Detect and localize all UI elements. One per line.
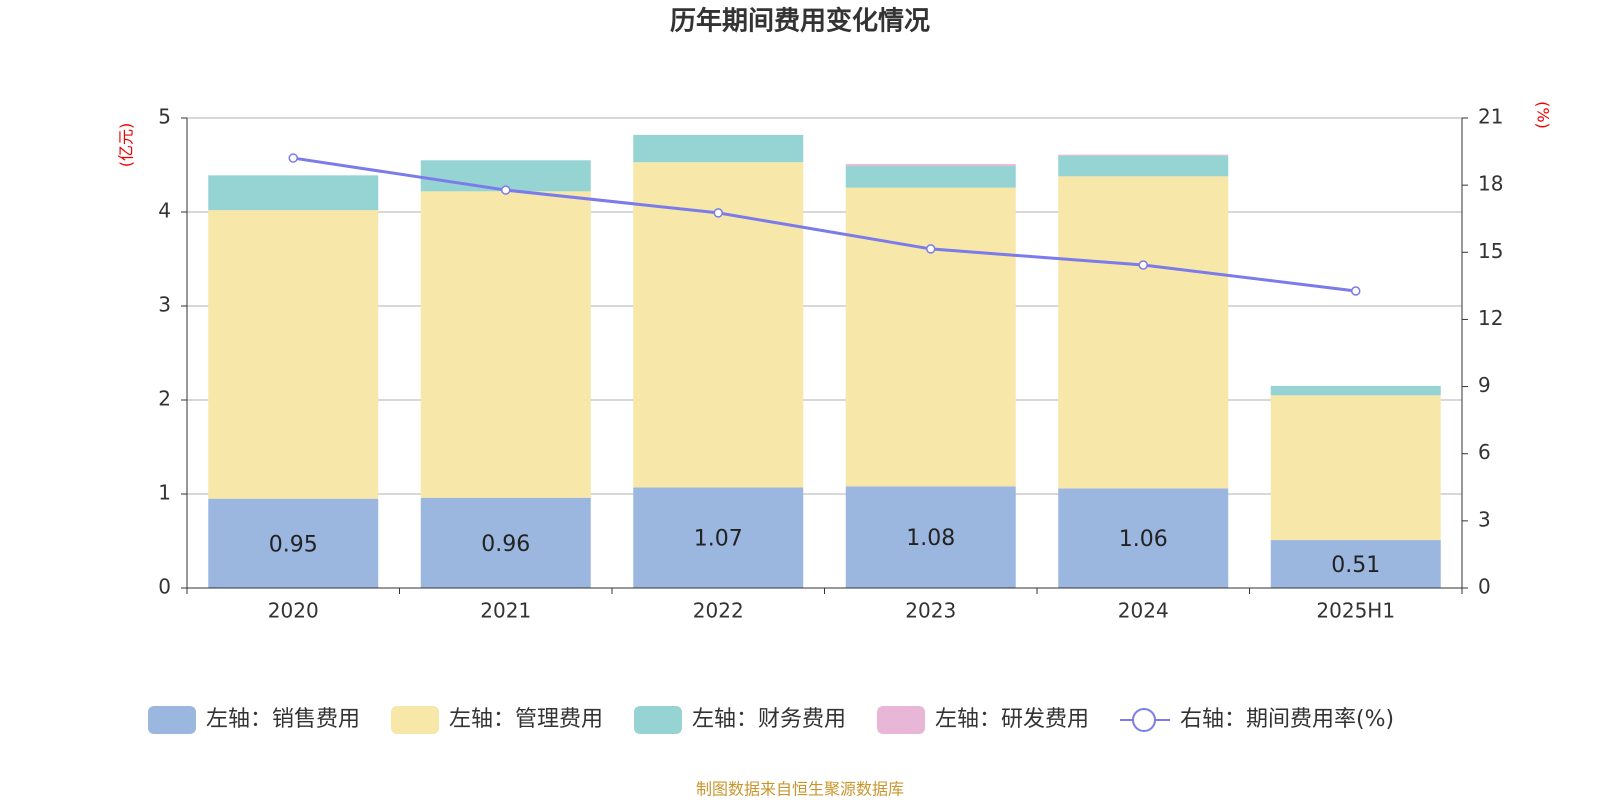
y-tick-label: 5: [158, 105, 171, 129]
bar-segment: [420, 497, 591, 588]
value-label: 1.07: [694, 527, 743, 552]
legend-label: 左轴：销售费用: [206, 707, 360, 732]
y2-tick-label: 0: [1478, 575, 1491, 599]
y2-tick-label: 3: [1478, 507, 1491, 531]
bar-segment: [1270, 540, 1441, 588]
bar-segment: [208, 210, 379, 499]
bar-segment: [633, 134, 804, 163]
line-point: [288, 153, 298, 163]
y2-tick-label: 21: [1478, 105, 1503, 129]
legend-marker: [1132, 708, 1156, 732]
line-point: [926, 244, 936, 254]
bar-segment: [1270, 385, 1441, 396]
bar-segment: [845, 164, 1016, 166]
line-point: [713, 208, 723, 218]
source-note: 制图数据来自恒生聚源数据库: [696, 780, 904, 799]
y2-tick-label: 12: [1478, 306, 1503, 330]
value-label: 0.96: [481, 532, 530, 557]
y2-tick-label: 9: [1478, 373, 1491, 397]
legend-label: 左轴：财务费用: [692, 707, 846, 732]
bar-segment: [633, 487, 804, 588]
y-tick-label: 4: [158, 199, 171, 223]
legend-swatch: [877, 706, 925, 734]
bar-segment: [1058, 176, 1229, 489]
y-axis-label: (亿元): [117, 123, 136, 168]
bar-segment: [208, 175, 379, 211]
line-point: [501, 185, 511, 195]
y-tick-label: 1: [158, 481, 171, 505]
y2-tick-label: 18: [1478, 172, 1503, 196]
value-label: 0.95: [269, 532, 318, 557]
x-tick-label: 2022: [693, 599, 744, 623]
value-label: 0.51: [1331, 553, 1380, 578]
bar-segment: [1058, 155, 1229, 177]
legend-label: 左轴：研发费用: [935, 707, 1089, 732]
bar-segment: [420, 191, 591, 498]
legend-swatch: [391, 706, 439, 734]
y-tick-label: 2: [158, 387, 171, 411]
x-tick-label: 2024: [1118, 599, 1169, 623]
y-tick-label: 3: [158, 293, 171, 317]
value-label: 1.06: [1119, 527, 1168, 552]
x-tick-label: 2025H1: [1316, 599, 1395, 623]
legend-swatch: [148, 706, 196, 734]
bar-segment: [845, 486, 1016, 588]
chart-title: 历年期间费用变化情况: [670, 6, 930, 37]
bar-segment: [845, 187, 1016, 487]
y2-axis-label: (%): [1534, 101, 1553, 129]
line-point: [1351, 286, 1361, 296]
line-point: [1138, 260, 1148, 270]
bar-segment: [208, 498, 379, 588]
y-tick-label: 0: [158, 575, 171, 599]
x-tick-label: 2023: [905, 599, 956, 623]
y2-tick-label: 6: [1478, 440, 1491, 464]
value-label: 1.08: [906, 526, 955, 551]
bar-segment: [845, 165, 1016, 188]
legend-label: 左轴：管理费用: [449, 707, 603, 732]
x-tick-label: 2020: [268, 599, 319, 623]
legend-label: 右轴：期间费用率(%): [1180, 707, 1394, 732]
line: [293, 156, 1356, 293]
y2-tick-label: 15: [1478, 239, 1503, 263]
x-tick-label: 2021: [480, 599, 531, 623]
legend-swatch: [634, 706, 682, 734]
bar-segment: [1270, 395, 1441, 541]
bar-segment: [1058, 488, 1229, 588]
bar-segment: [1058, 154, 1229, 156]
